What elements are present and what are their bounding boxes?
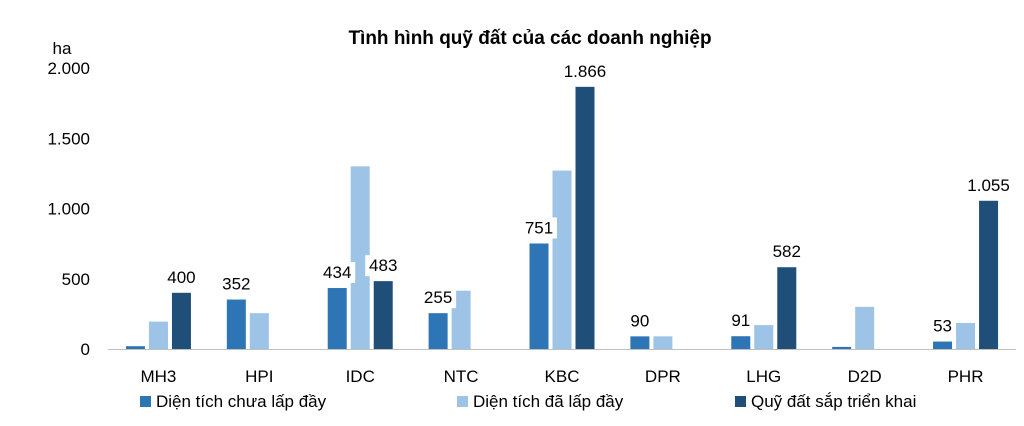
legend-swatch — [735, 396, 746, 407]
bar-mh3-series-2 — [148, 321, 168, 349]
data-label: 352 — [222, 275, 250, 294]
y-tick-label: 1.000 — [47, 200, 90, 219]
data-labels: 400 352 434 483 255 751 1.866 90 91 582 53 1.055 — [163, 60, 1017, 337]
legend-label: Quỹ đất sắp triển khai — [751, 392, 916, 411]
y-tick-label: 0 — [81, 340, 90, 359]
x-tick-label: PHR — [948, 367, 984, 386]
y-tick-label: 1.500 — [47, 129, 90, 148]
x-tick-label: KBC — [545, 367, 580, 386]
data-label-background — [960, 174, 1017, 196]
data-label: 400 — [167, 268, 195, 287]
legend-label: Diện tích đã lấp đầy — [473, 392, 624, 411]
data-label-background — [319, 262, 356, 284]
x-tick-label: MH3 — [140, 367, 176, 386]
bar-series — [125, 86, 999, 350]
bar-phr-series-1 — [933, 341, 953, 349]
bar-phr-series-2 — [956, 323, 976, 349]
legend-label: Diện tích chưa lấp đầy — [156, 392, 327, 411]
bar-dpr-series-1 — [630, 336, 650, 349]
bar-d2d-series-1 — [832, 346, 852, 349]
x-axis-ticks: MH3 HPI IDC NTC KBC DPR LHG D2D PHR — [140, 367, 983, 386]
data-label-background — [768, 241, 805, 263]
bar-hpi-series-1 — [226, 299, 246, 349]
bar-lhg-series-1 — [731, 336, 751, 349]
y-tick-label: 500 — [62, 270, 90, 289]
bar-ntc-series-1 — [428, 313, 448, 349]
bar-idc-series-3 — [373, 281, 393, 349]
data-label-background — [626, 310, 653, 332]
x-tick-label: NTC — [444, 367, 479, 386]
data-label: 582 — [773, 242, 801, 261]
bar-hpi-series-2 — [249, 313, 269, 349]
data-label-background — [557, 60, 613, 82]
data-label-background — [727, 310, 754, 332]
data-label: 53 — [933, 317, 952, 336]
legend-swatch — [140, 396, 151, 407]
bar-dpr-series-2 — [653, 336, 673, 349]
data-label-background — [521, 217, 557, 239]
legend-swatch — [457, 396, 468, 407]
bar-kbc-series-3 — [575, 86, 595, 350]
data-label: 91 — [731, 311, 750, 330]
x-tick-label: DPR — [645, 367, 681, 386]
data-label: 434 — [323, 263, 351, 282]
chart-title: Tình hình quỹ đất của các doanh nghiệp — [348, 28, 711, 49]
bar-idc-series-2 — [350, 166, 370, 349]
bar-ntc-series-2 — [451, 290, 471, 349]
bar-mh3-series-1 — [125, 346, 145, 349]
x-tick-label: D2D — [848, 367, 882, 386]
data-label: 1.055 — [967, 176, 1010, 195]
data-label: 483 — [369, 256, 397, 275]
bar-phr-series-3 — [979, 200, 999, 349]
data-label: 90 — [630, 311, 649, 330]
bar-lhg-series-3 — [777, 267, 797, 349]
data-label-background — [365, 255, 402, 277]
x-tick-label: LHG — [746, 367, 781, 386]
x-tick-label: IDC — [346, 367, 375, 386]
bar-d2d-series-2 — [855, 306, 875, 349]
y-axis-ticks: 0 500 1.000 1.500 2.000 — [47, 59, 90, 359]
bar-kbc-series-2 — [552, 170, 572, 349]
x-tick-label: HPI — [245, 367, 273, 386]
data-label: 751 — [525, 218, 553, 237]
y-tick-label: 2.000 — [47, 59, 90, 78]
data-label-background — [218, 273, 255, 295]
bar-mh3-series-3 — [171, 292, 191, 349]
y-axis-label: ha — [53, 39, 72, 58]
bar-lhg-series-2 — [754, 325, 774, 349]
data-label: 1.866 — [564, 62, 607, 81]
data-label-background — [420, 287, 457, 309]
legend: Diện tích chưa lấp đầy Diện tích đã lấp đ… — [140, 392, 916, 411]
data-label-background — [929, 315, 956, 337]
bar-kbc-series-1 — [529, 243, 549, 349]
data-label: 255 — [424, 288, 452, 307]
bar-idc-series-1 — [327, 288, 347, 349]
data-label-background — [163, 266, 200, 288]
